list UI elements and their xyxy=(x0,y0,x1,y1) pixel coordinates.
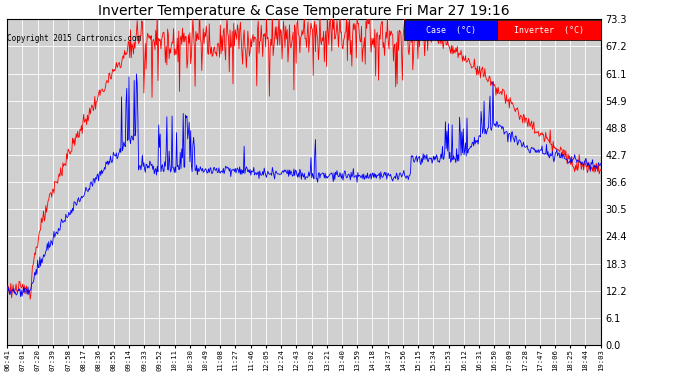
Text: Copyright 2015 Cartronics.com: Copyright 2015 Cartronics.com xyxy=(7,34,141,43)
Text: Inverter  (°C): Inverter (°C) xyxy=(514,26,584,34)
Text: Case  (°C): Case (°C) xyxy=(426,26,475,34)
Title: Inverter Temperature & Case Temperature Fri Mar 27 19:16: Inverter Temperature & Case Temperature … xyxy=(98,4,510,18)
